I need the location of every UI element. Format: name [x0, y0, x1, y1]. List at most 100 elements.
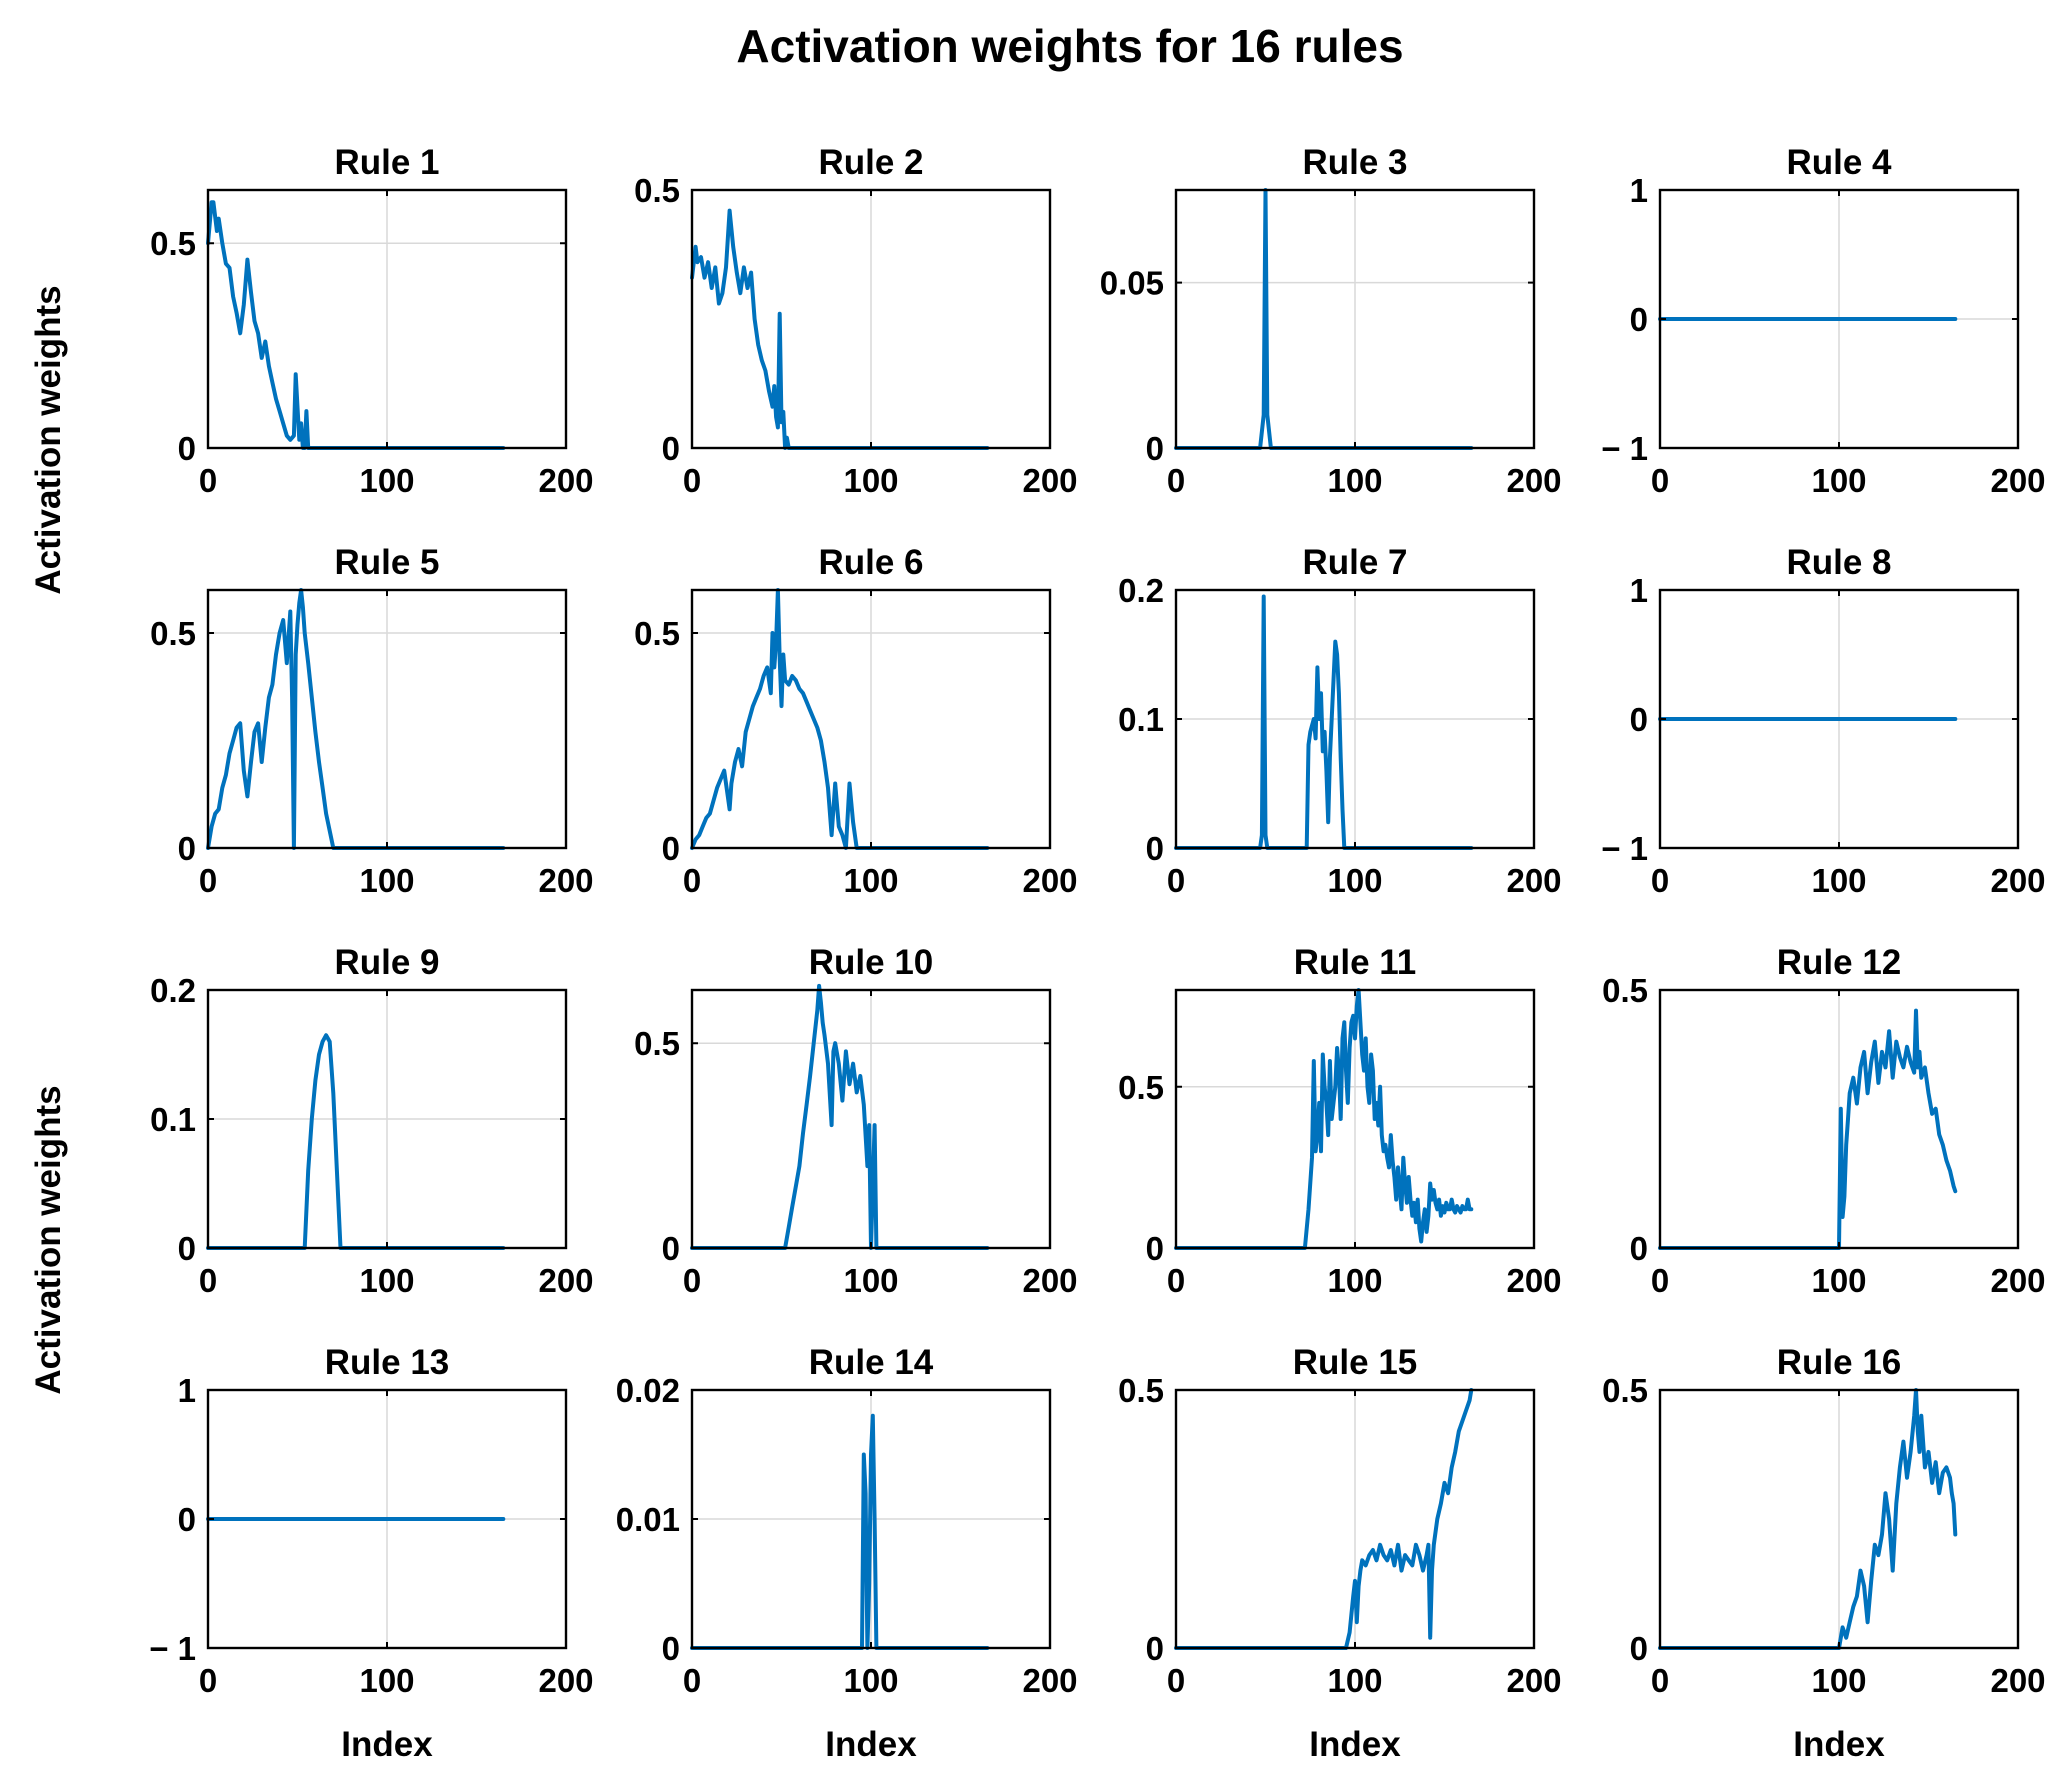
- subplot-rule-3: Rule 3 0 100 200 0 0.05: [1100, 143, 1562, 499]
- x-tick-label-0: 0: [1167, 1662, 1185, 1699]
- subplot-rule-14: Rule 14 0 100 200 0 0.01 0.02 Index: [616, 1343, 1078, 1764]
- subplot-title: Rule 13: [325, 1343, 450, 1382]
- series-line-rule-3: [1174, 188, 1474, 450]
- x-tick-label-0: 0: [1167, 1262, 1185, 1299]
- x-tick-label-200: 200: [538, 862, 593, 899]
- x-tick-label-0: 0: [1167, 862, 1185, 899]
- subplot-rule-5: Rule 5 0 100 200 0 0.5: [150, 543, 593, 899]
- subplot-rule-2: Rule 2 0 100 200 0 0.5: [634, 143, 1077, 499]
- subplot-rule-11: Rule 11 0 100 200 0 0.5: [1118, 943, 1561, 1299]
- x-tick-label-100: 100: [359, 1262, 414, 1299]
- x-tick-label-0: 0: [199, 1262, 217, 1299]
- series-line-rule-14: [690, 1413, 990, 1650]
- x-tick-label-100: 100: [843, 862, 898, 899]
- series-line-rule-7: [1174, 594, 1474, 850]
- y-tick-label-0p1: 0.1: [1118, 701, 1164, 738]
- x-tick-label-100: 100: [359, 862, 414, 899]
- y-tick-label-1: 1: [1630, 172, 1648, 209]
- y-tick-label-0p5: 0.5: [634, 172, 680, 209]
- subplot-rule-12: Rule 12 0 100 200 0 0.5: [1602, 943, 2045, 1299]
- x-tick-label-200: 200: [1022, 462, 1077, 499]
- subplot-title: Rule 8: [1786, 543, 1891, 582]
- x-tick-label-0: 0: [683, 862, 701, 899]
- subplot-title: Rule 16: [1777, 1343, 1902, 1382]
- x-axis-label: Index: [825, 1725, 917, 1764]
- y-tick-label-0p5: 0.5: [150, 225, 196, 262]
- x-tick-label-100: 100: [1327, 1262, 1382, 1299]
- y-tick-label-neg1: − 1: [149, 1630, 196, 1667]
- y-axis-label-top: Activation weights: [29, 285, 68, 594]
- x-tick-label-200: 200: [1990, 462, 2045, 499]
- x-tick-label-0: 0: [1651, 862, 1669, 899]
- y-tick-label-0: 0: [662, 430, 680, 467]
- x-tick-label-200: 200: [1990, 862, 2045, 899]
- x-tick-label-100: 100: [1327, 1662, 1382, 1699]
- subplot-title: Rule 10: [809, 943, 934, 982]
- subplot-title: Rule 12: [1777, 943, 1902, 982]
- y-tick-label-0p2: 0.2: [150, 972, 196, 1009]
- series-line-rule-11: [1174, 988, 1474, 1250]
- subplot-title: Rule 14: [809, 1343, 934, 1382]
- y-tick-label-0: 0: [1630, 1630, 1648, 1667]
- x-tick-label-0: 0: [1651, 1662, 1669, 1699]
- x-tick-label-100: 100: [843, 1262, 898, 1299]
- y-tick-label-0: 0: [1146, 830, 1164, 867]
- x-axis-label: Index: [1309, 1725, 1401, 1764]
- x-tick-label-100: 100: [359, 462, 414, 499]
- x-tick-label-100: 100: [843, 1662, 898, 1699]
- subplot-title: Rule 7: [1302, 543, 1407, 582]
- subplot-title: Rule 1: [334, 143, 439, 182]
- subplot-rule-15: Rule 15 0 100 200 0 0.5 Index: [1118, 1343, 1561, 1764]
- x-tick-label-200: 200: [1022, 862, 1077, 899]
- y-tick-label-0p5: 0.5: [634, 615, 680, 652]
- y-tick-label-0: 0: [178, 1230, 196, 1267]
- y-tick-label-0p05: 0.05: [1100, 265, 1164, 302]
- y-tick-label-0: 0: [1146, 1630, 1164, 1667]
- subplot-rule-6: Rule 6 0 100 200 0 0.5: [634, 543, 1077, 899]
- y-tick-label-0: 0: [662, 1630, 680, 1667]
- y-tick-label-0: 0: [1630, 701, 1648, 738]
- series-line-rule-15: [1174, 1388, 1474, 1650]
- x-tick-label-0: 0: [683, 1662, 701, 1699]
- y-tick-label-0p5: 0.5: [1118, 1069, 1164, 1106]
- x-tick-label-200: 200: [538, 1262, 593, 1299]
- series-line-rule-1: [206, 200, 506, 450]
- x-tick-label-100: 100: [1811, 1262, 1866, 1299]
- subplot-rule-4: Rule 40 100 200− 101: [1601, 143, 2045, 499]
- subplot-rule-7: Rule 7 0 100 200 0 0.1 0.2: [1118, 543, 1561, 899]
- y-axis-label-bottom: Activation weights: [29, 1085, 68, 1394]
- subplot-rule-8: Rule 80 100 200− 101: [1601, 543, 2045, 899]
- x-tick-label-200: 200: [1506, 462, 1561, 499]
- y-tick-label-0p01: 0.01: [616, 1501, 680, 1538]
- y-tick-label-0p5: 0.5: [1118, 1372, 1164, 1409]
- subplot-rule-9: Rule 9 0 100 200 0 0.1 0.2: [150, 943, 593, 1299]
- y-tick-label-0: 0: [1630, 1230, 1648, 1267]
- x-tick-label-200: 200: [1990, 1662, 2045, 1699]
- x-tick-label-0: 0: [683, 1262, 701, 1299]
- x-tick-label-200: 200: [538, 462, 593, 499]
- series-line-rule-5: [206, 588, 506, 850]
- x-tick-label-200: 200: [1506, 1262, 1561, 1299]
- x-tick-label-0: 0: [1167, 462, 1185, 499]
- x-tick-label-100: 100: [1811, 1662, 1866, 1699]
- series-line-rule-9: [206, 1033, 506, 1250]
- x-tick-label-0: 0: [199, 1662, 217, 1699]
- y-tick-label-0p02: 0.02: [616, 1372, 680, 1409]
- y-tick-label-0p5: 0.5: [1602, 972, 1648, 1009]
- x-tick-label-0: 0: [1651, 1262, 1669, 1299]
- x-tick-label-0: 0: [199, 862, 217, 899]
- y-tick-label-0: 0: [178, 830, 196, 867]
- y-tick-label-0p5: 0.5: [1602, 1372, 1648, 1409]
- x-tick-label-200: 200: [1506, 862, 1561, 899]
- y-tick-label-0p2: 0.2: [1118, 572, 1164, 609]
- y-tick-label-1: 1: [178, 1372, 196, 1409]
- y-tick-label-neg1: − 1: [1601, 830, 1648, 867]
- x-tick-label-0: 0: [683, 462, 701, 499]
- x-tick-label-100: 100: [1811, 862, 1866, 899]
- x-tick-label-0: 0: [199, 462, 217, 499]
- x-tick-label-200: 200: [1506, 1662, 1561, 1699]
- y-tick-label-0: 0: [178, 1501, 196, 1538]
